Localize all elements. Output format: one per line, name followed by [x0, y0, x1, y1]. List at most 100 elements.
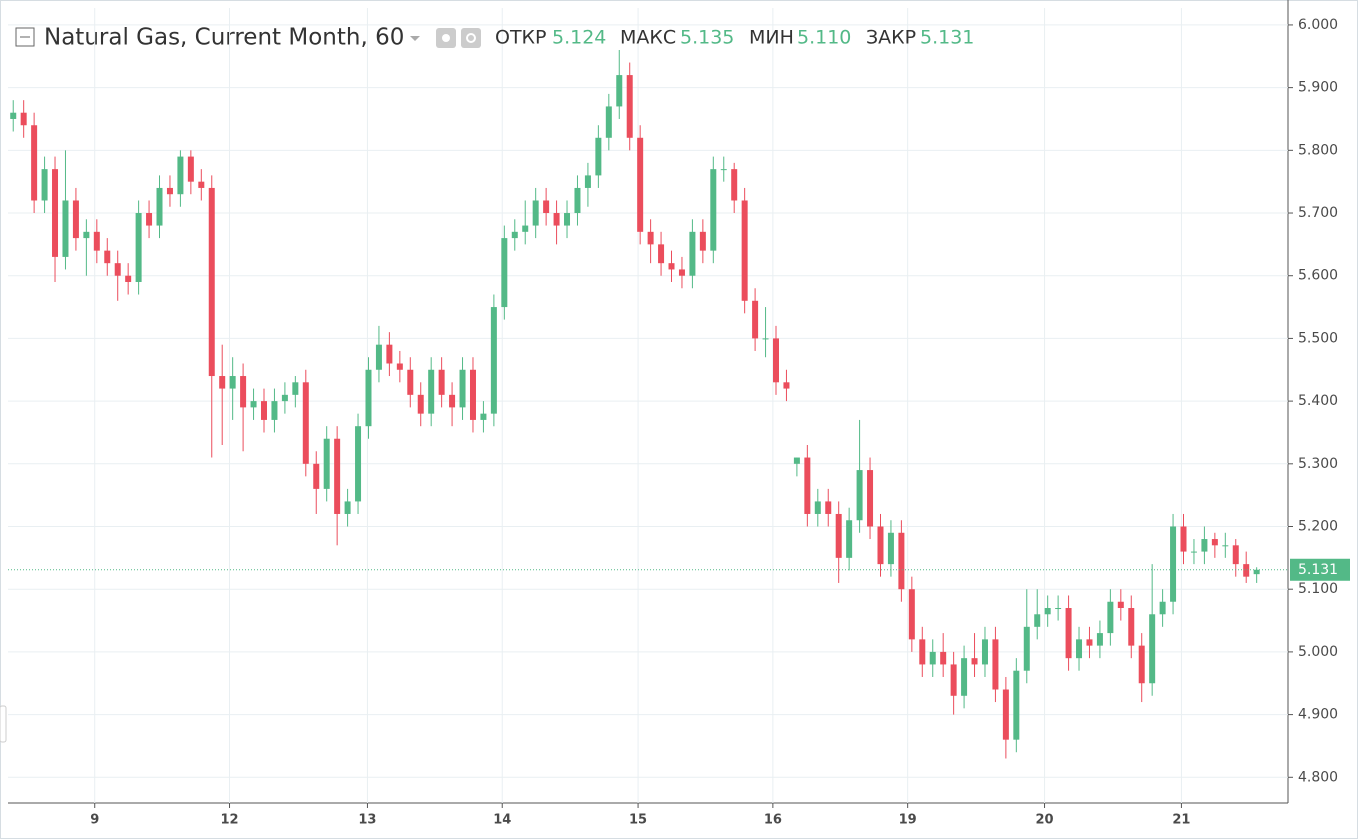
- candle-body: [417, 394, 424, 414]
- last-price-box: [1290, 558, 1350, 581]
- candle-body: [83, 231, 90, 239]
- candle-body: [365, 369, 372, 427]
- candle-body: [981, 639, 988, 665]
- x-tick-label: 20: [1035, 813, 1053, 828]
- candle-body: [1243, 564, 1250, 577]
- ohlc-name: МИН: [749, 27, 794, 49]
- candle-body: [971, 658, 978, 665]
- candle-body: [271, 401, 278, 420]
- candle-body: [31, 125, 38, 201]
- y-tick-label: 4.900: [1298, 707, 1338, 723]
- y-tick-label: 6.000: [1298, 17, 1338, 33]
- candle-body: [1096, 633, 1103, 646]
- candle-body: [62, 200, 69, 257]
- ohlc-value: 5.131: [920, 27, 974, 49]
- ohlc-value: 5.110: [797, 27, 851, 49]
- candle-body: [887, 532, 894, 565]
- candle-body: [1107, 601, 1114, 634]
- candle-body: [647, 231, 654, 245]
- candle-body: [490, 307, 497, 414]
- candle-body: [1222, 545, 1229, 547]
- candle-body: [1170, 526, 1177, 602]
- candle-body: [428, 369, 435, 414]
- candle-body: [564, 213, 571, 226]
- candle-body: [1138, 645, 1145, 684]
- eye-icon: [442, 34, 450, 42]
- candle-body: [449, 394, 456, 408]
- y-tick-label: 5.300: [1298, 456, 1338, 472]
- candle-body: [752, 300, 759, 339]
- candle-body: [1013, 670, 1020, 740]
- candle-body: [187, 156, 194, 182]
- candle-body: [908, 589, 915, 640]
- y-tick-label: 5.600: [1298, 268, 1338, 284]
- candle-body: [783, 382, 790, 389]
- candle-body: [877, 526, 884, 565]
- candle-body: [1055, 608, 1062, 610]
- candle-body: [804, 457, 811, 514]
- candle-body: [731, 169, 738, 201]
- candle-body: [961, 658, 968, 696]
- candle-body: [856, 470, 863, 521]
- y-tick-label: 5.000: [1298, 644, 1338, 660]
- candle-body: [72, 200, 79, 239]
- candle-body: [292, 382, 299, 395]
- candle-body: [668, 263, 675, 270]
- x-tick-label: 9: [90, 813, 99, 828]
- y-tick-label: 4.800: [1298, 769, 1338, 785]
- ohlc-name: ЗАКР: [866, 27, 916, 49]
- candle-body: [1065, 608, 1072, 659]
- candle-body: [302, 382, 309, 464]
- candle-body: [699, 231, 706, 251]
- candle-body: [543, 200, 550, 214]
- candle-body: [114, 263, 121, 276]
- settings-button[interactable]: [461, 28, 481, 48]
- x-tick-label: 13: [358, 813, 376, 828]
- interval-caret[interactable]: [410, 36, 420, 41]
- y-tick-label: 5.500: [1298, 330, 1338, 346]
- y-tick-label: 5.900: [1298, 80, 1338, 96]
- candle-body: [1253, 569, 1260, 575]
- settings-icon: [466, 33, 476, 43]
- candle-body: [344, 501, 351, 514]
- candle-body: [1128, 608, 1135, 646]
- candle-body: [595, 137, 602, 176]
- candle-body: [689, 231, 696, 276]
- candle-body: [146, 213, 153, 226]
- candle-body: [511, 231, 518, 239]
- side-tab[interactable]: [0, 705, 7, 743]
- candle-body: [250, 401, 257, 408]
- candle-body: [1180, 526, 1187, 552]
- chart-title: Natural Gas, Current Month, 60: [44, 25, 404, 51]
- y-tick-label: 5.400: [1298, 393, 1338, 409]
- candle-body: [166, 187, 173, 195]
- candle-body: [637, 137, 644, 232]
- candle-body: [846, 520, 853, 558]
- candle-body: [125, 275, 132, 282]
- x-tick-label: 21: [1172, 813, 1190, 828]
- y-tick-label: 5.700: [1298, 205, 1338, 221]
- candle-body: [522, 225, 529, 232]
- ohlc-name: ОТКР: [495, 27, 547, 49]
- candle-body: [950, 664, 957, 696]
- candle-body: [407, 369, 414, 395]
- candle-body: [104, 250, 111, 264]
- candle-body: [52, 169, 59, 257]
- candle-body: [355, 426, 362, 502]
- candle-body: [720, 169, 727, 171]
- candle-body: [438, 369, 445, 395]
- candle-body: [710, 169, 717, 251]
- candle-body: [1117, 601, 1124, 609]
- grid: [8, 8, 1288, 803]
- candle-body: [469, 369, 476, 420]
- candle-body: [793, 457, 800, 464]
- candle-body: [281, 394, 288, 402]
- candle-body: [616, 75, 623, 107]
- candles: [10, 50, 1260, 759]
- candle-body: [375, 344, 382, 370]
- ohlc-value: 5.135: [680, 27, 734, 49]
- candle-body: [219, 376, 226, 389]
- x-tick-label: 16: [764, 813, 782, 828]
